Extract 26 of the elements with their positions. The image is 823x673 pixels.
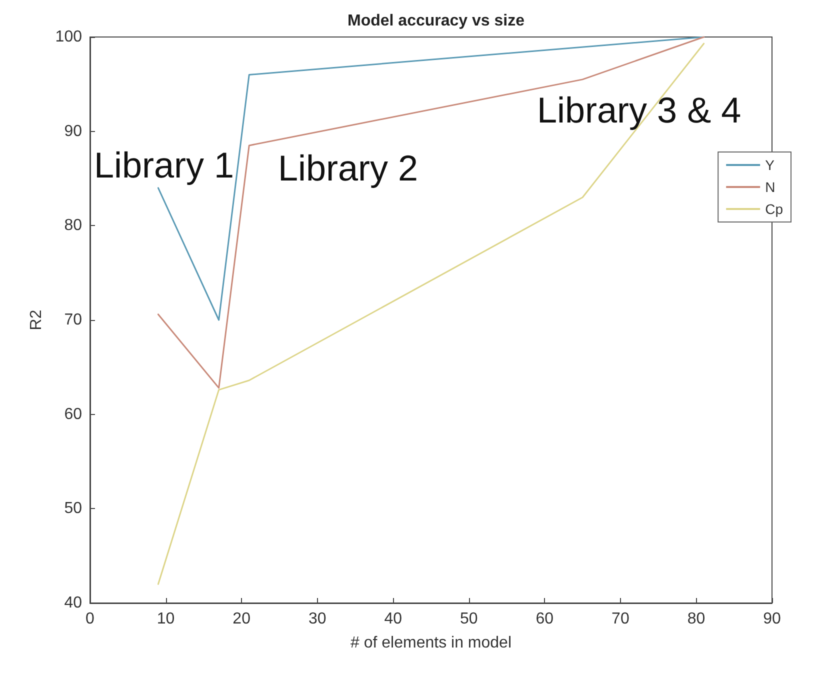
x-tick-label: 20	[232, 610, 251, 628]
y-tick-label: 100	[55, 28, 82, 46]
annotation: Library 3 & 4	[537, 90, 742, 130]
annotation: Library 2	[278, 148, 418, 188]
x-tick-label: 50	[460, 610, 478, 628]
x-tick-label: 40	[384, 610, 402, 628]
y-axis-title: R2	[28, 310, 45, 330]
x-tick-label: 80	[687, 610, 706, 628]
chart-title: Model accuracy vs size	[348, 12, 525, 30]
x-tick-label: 30	[308, 610, 326, 628]
annotation: Library 1	[94, 144, 234, 186]
x-tick-label: 60	[536, 610, 554, 628]
legend-label: Y	[765, 157, 776, 173]
y-tick-label: 50	[64, 500, 82, 518]
x-tick-label: 10	[156, 610, 175, 628]
x-axis-title: # of elements in model	[350, 634, 512, 652]
y-tick-label: 80	[64, 217, 82, 234]
y-tick-label: 90	[64, 122, 82, 140]
x-tick-label: 0	[86, 610, 95, 628]
x-tick-label: 90	[763, 610, 781, 628]
legend-label: N	[765, 179, 776, 195]
y-tick-label: 60	[64, 406, 82, 423]
legend-label: Cp	[765, 201, 784, 217]
y-tick-label: 40	[64, 594, 82, 612]
y-tick-label: 70	[64, 312, 82, 328]
x-tick-label: 70	[612, 610, 630, 628]
